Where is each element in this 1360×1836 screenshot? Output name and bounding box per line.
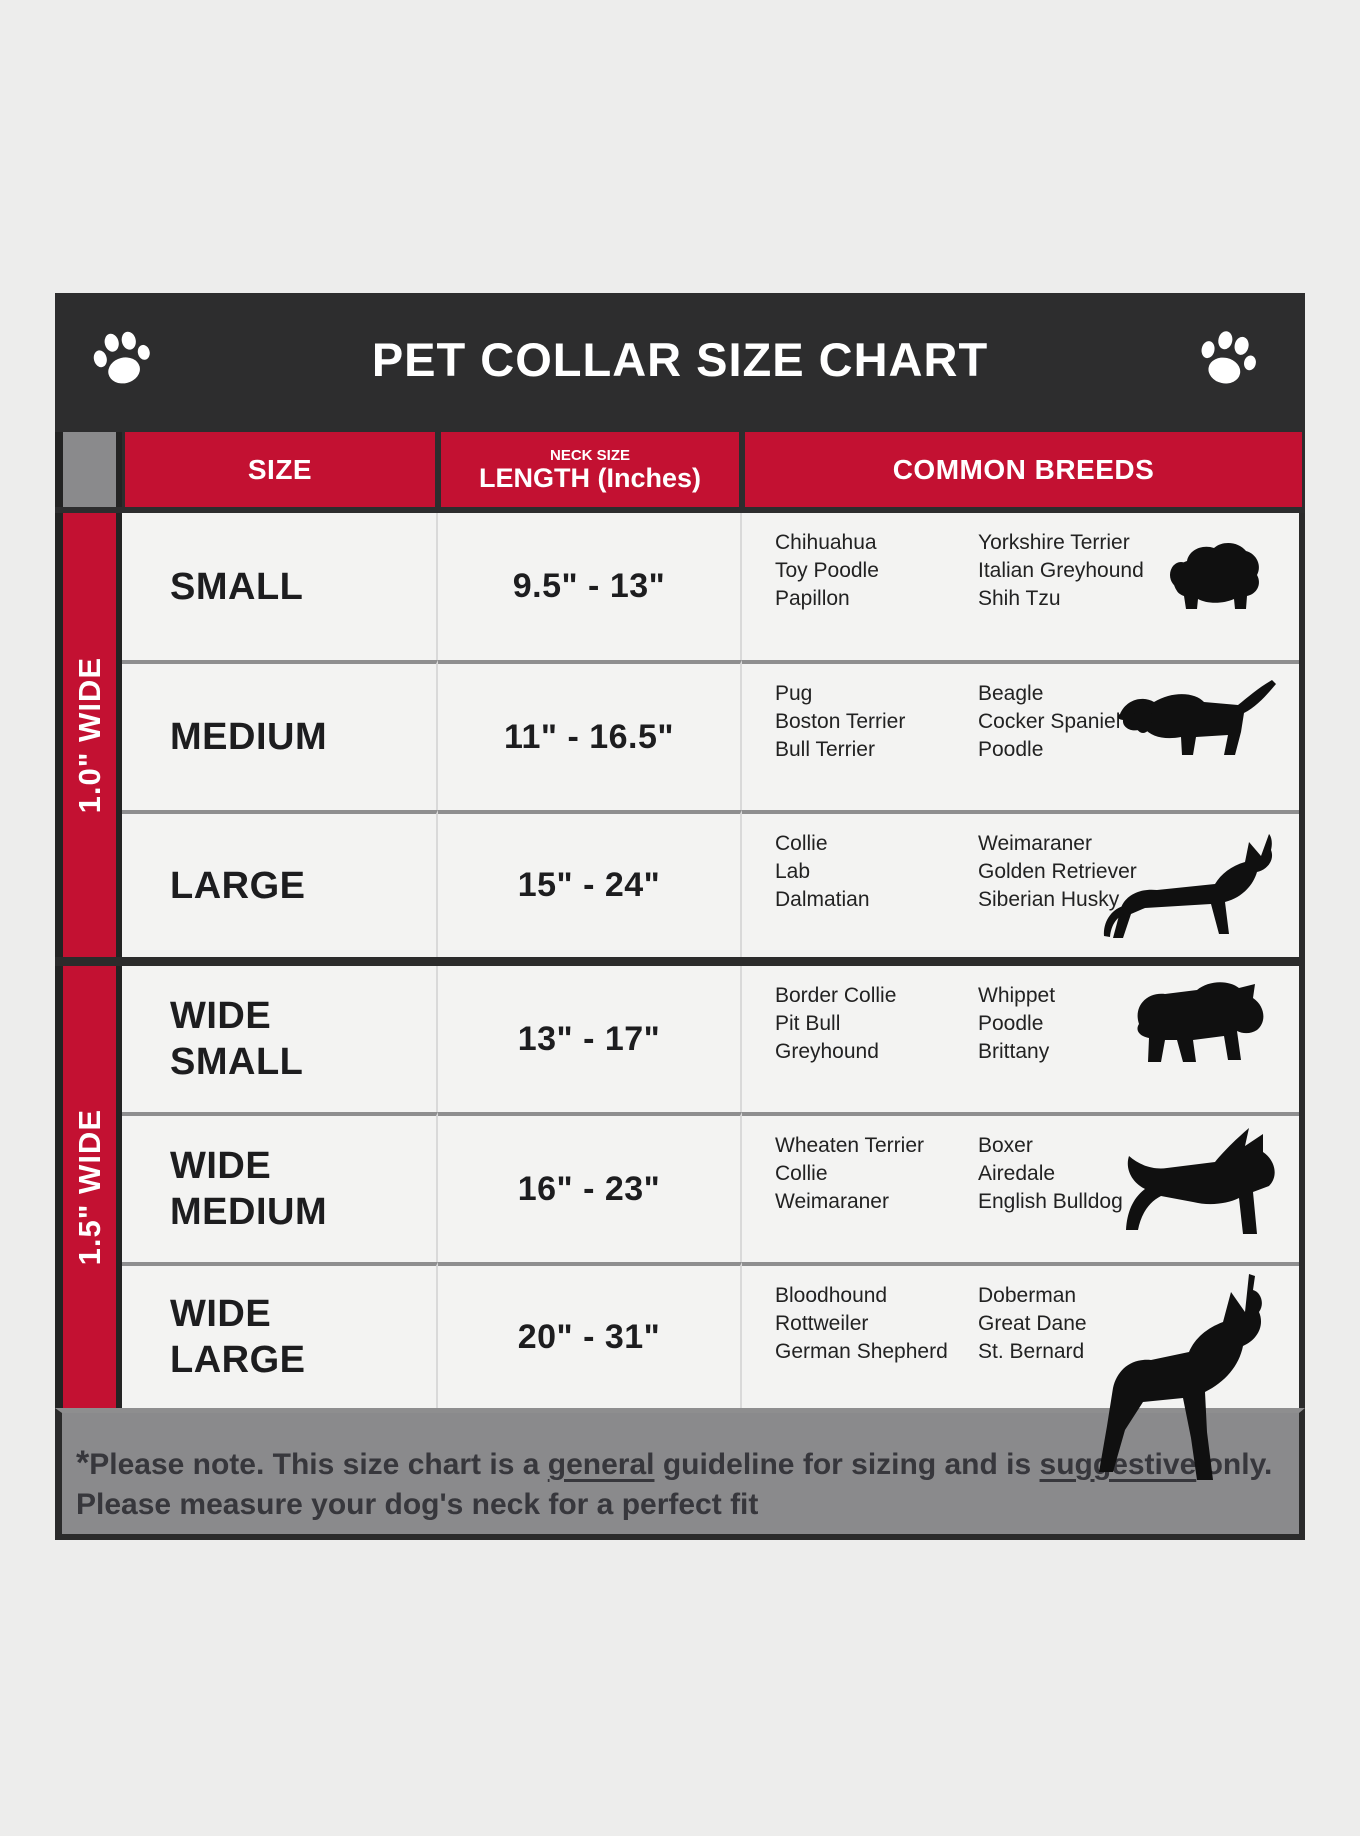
row-small-breeds: Chihuahua Toy Poodle Papillon Yorkshire …: [742, 513, 1299, 660]
header-size: SIZE: [125, 432, 435, 507]
row-wide-small-size: WIDE SMALL: [122, 966, 438, 1112]
breed-list: Boxer Airedale English Bulldog: [978, 1134, 1123, 1213]
side-bar-1-0-wide: 1.0" WIDE: [55, 513, 122, 957]
breed-list: Whippet Poodle Brittany: [978, 984, 1056, 1063]
row-wide-medium-breeds: Wheaten Terrier Collie Weimaraner Boxer …: [742, 1112, 1299, 1262]
side-label: 1.5" WIDE: [71, 1108, 107, 1266]
breed-list: Collie Lab Dalmatian: [775, 832, 870, 911]
breed-list: Beagle Cocker Spaniel Poodle: [978, 682, 1121, 761]
paw-icon: [1201, 331, 1256, 384]
breed-list: Doberman Great Dane St. Bernard: [978, 1284, 1087, 1363]
pet-collar-size-chart: PET COLLAR SIZE CHART SIZE NECK SIZE LEN…: [55, 293, 1305, 1540]
table-header-row: SIZE NECK SIZE LENGTH (Inches) COMMON BR…: [55, 425, 1305, 513]
breed-list: Bloodhound Rottweiler German Shepherd: [775, 1284, 948, 1363]
row-wide-large-length: 20" - 31": [438, 1262, 742, 1408]
footer-line-1: *Please note. This size chart is a gener…: [76, 1444, 1273, 1482]
paw-icon: [93, 331, 150, 384]
side-bar-1-5-wide: 1.5" WIDE: [55, 966, 122, 1408]
side-label: 1.0" WIDE: [71, 656, 107, 814]
row-large-size: LARGE: [122, 810, 438, 957]
dachshund-silhouette-icon: [1117, 680, 1276, 755]
row-small-length: 9.5" - 13": [438, 513, 742, 660]
row-small-size: SMALL: [122, 513, 438, 660]
row-wide-medium-length: 16" - 23": [438, 1112, 742, 1262]
row-wide-large-breeds: Bloodhound Rottweiler German Shepherd Do…: [742, 1262, 1299, 1480]
breed-list: Yorkshire Terrier Italian Greyhound Shih…: [978, 531, 1144, 610]
row-medium-length: 11" - 16.5": [438, 660, 742, 810]
breed-list: Weimaraner Golden Retriever Siberian Hus…: [978, 832, 1137, 911]
row-medium-breeds: Pug Boston Terrier Bull Terrier Beagle C…: [742, 660, 1299, 810]
row-large-length: 15" - 24": [438, 810, 742, 957]
breed-list: Wheaten Terrier Collie Weimaraner: [775, 1134, 925, 1213]
section-1-0-wide: 1.0" WIDE SMALL 9.5" - 13" Chihuahua Toy…: [55, 513, 1305, 957]
row-large-breeds: Collie Lab Dalmatian Weimaraner Golden R…: [742, 810, 1299, 957]
row-wide-small-breeds: Border Collie Pit Bull Greyhound Whippet…: [742, 966, 1299, 1112]
breed-list: Chihuahua Toy Poodle Papillon: [775, 531, 879, 610]
row-wide-large-size: WIDE LARGE: [122, 1262, 438, 1408]
section-divider: [55, 957, 1305, 966]
asterisk: *: [76, 1444, 90, 1482]
breed-list: Border Collie Pit Bull Greyhound: [775, 984, 897, 1063]
chart-title-bar: PET COLLAR SIZE CHART: [55, 293, 1305, 425]
underlined-word: general: [547, 1448, 655, 1481]
header-corner-cell: [55, 432, 122, 507]
footer-line-2: Please measure your dog's neck for a per…: [76, 1488, 759, 1521]
footer-note: *Please note. This size chart is a gener…: [55, 1408, 1305, 1540]
header-common-breeds: COMMON BREEDS: [745, 432, 1302, 507]
page-title: PET COLLAR SIZE CHART: [371, 332, 989, 386]
row-medium-size: MEDIUM: [122, 660, 438, 810]
breed-list: Pug Boston Terrier Bull Terrier: [775, 682, 906, 761]
pit-bull-silhouette-icon: [1126, 1128, 1275, 1234]
shepherd-silhouette-icon: [1103, 834, 1273, 938]
shih-tzu-silhouette-icon: [1170, 542, 1259, 609]
header-neck-size-length: NECK SIZE LENGTH (Inches): [441, 432, 739, 507]
section-1-5-wide: 1.5" WIDE WIDE SMALL 13" - 17" Border Co…: [55, 966, 1305, 1480]
row-wide-medium-size: WIDE MEDIUM: [122, 1112, 438, 1262]
doberman-silhouette-icon: [1099, 1274, 1262, 1480]
bulldog-silhouette-icon: [1137, 982, 1264, 1062]
row-wide-small-length: 13" - 17": [438, 966, 742, 1112]
